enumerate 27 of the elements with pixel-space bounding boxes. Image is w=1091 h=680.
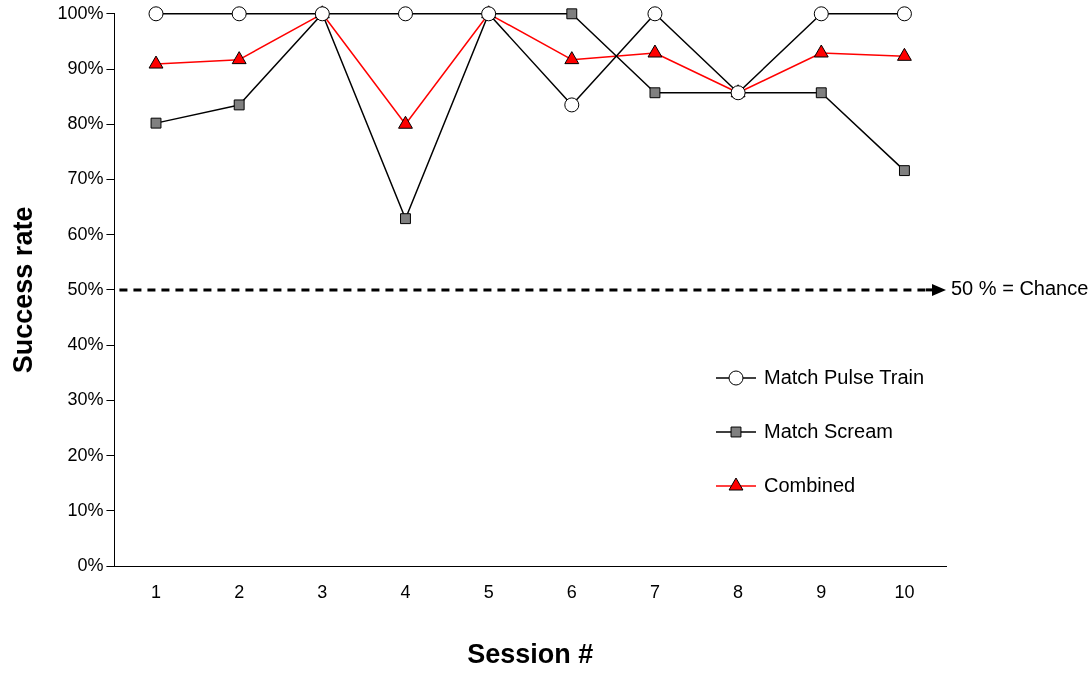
y-tick-label: 40% bbox=[67, 334, 104, 355]
y-tick-label: 30% bbox=[67, 389, 104, 410]
x-axis-title: Session # bbox=[467, 639, 594, 670]
x-tick-label: 9 bbox=[816, 581, 827, 602]
x-tick-label: 8 bbox=[733, 581, 744, 602]
y-tick-label: 80% bbox=[67, 113, 104, 134]
x-tick-label: 2 bbox=[234, 581, 245, 602]
y-tick-label: 100% bbox=[57, 2, 104, 23]
y-tick-label: 50% bbox=[67, 278, 104, 299]
x-tick-label: 4 bbox=[400, 581, 411, 602]
x-tick-label: 6 bbox=[566, 581, 577, 602]
y-tick-label: 0% bbox=[77, 554, 104, 575]
legend-label: Match Scream bbox=[764, 419, 893, 442]
y-tick-label: 90% bbox=[67, 57, 104, 78]
ref-line-label: 50 % = Chance bbox=[951, 277, 1089, 300]
y-tick-label: 10% bbox=[67, 499, 104, 520]
x-tick-label: 5 bbox=[483, 581, 494, 602]
y-tick-label: 60% bbox=[67, 223, 104, 244]
y-tick-label: 20% bbox=[67, 444, 104, 465]
y-axis-title: Success rate bbox=[7, 206, 38, 374]
y-tick-label: 70% bbox=[67, 168, 104, 189]
legend-label: Combined bbox=[764, 473, 856, 496]
x-tick-label: 7 bbox=[649, 581, 660, 602]
x-tick-label: 1 bbox=[151, 581, 162, 602]
x-tick-label: 10 bbox=[894, 581, 915, 602]
legend-label: Match Pulse Train bbox=[764, 365, 925, 388]
x-tick-label: 3 bbox=[317, 581, 328, 602]
